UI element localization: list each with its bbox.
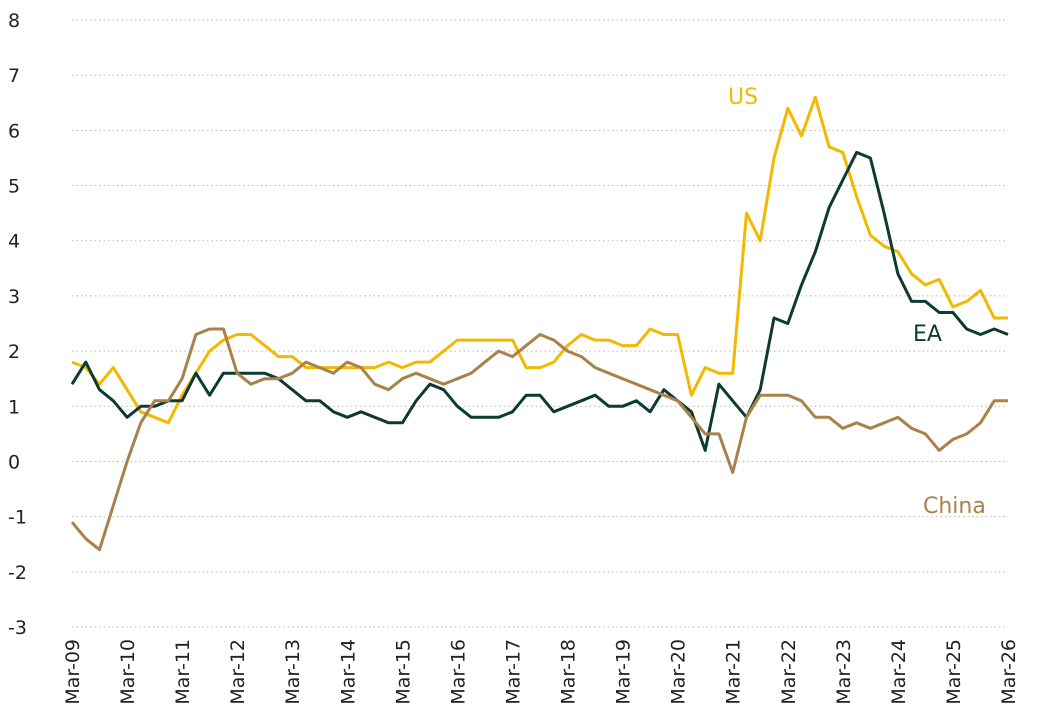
- x-tick-label: Mar-23: [833, 639, 855, 705]
- x-tick-label: Mar-26: [998, 639, 1020, 705]
- y-tick-label: 8: [8, 10, 20, 32]
- y-tick-label: 0: [8, 451, 20, 473]
- x-tick-label: Mar-20: [668, 639, 690, 705]
- x-tick-label: Mar-18: [558, 639, 580, 705]
- y-tick-label: 7: [8, 65, 20, 87]
- y-tick-label: 4: [8, 231, 20, 253]
- x-tick-label: Mar-25: [943, 639, 965, 705]
- y-tick-label: 2: [8, 341, 20, 363]
- x-tick-label: Mar-09: [62, 639, 84, 705]
- x-tick-label: Mar-10: [117, 639, 139, 705]
- y-tick-label: -1: [8, 507, 27, 529]
- series-line: [71, 95, 1008, 425]
- x-tick-label: Mar-17: [502, 639, 524, 705]
- y-tick-label: 6: [8, 120, 20, 142]
- x-tick-label: Mar-14: [337, 639, 359, 705]
- x-tick-label: Mar-19: [613, 639, 635, 705]
- x-tick-label: Mar-13: [282, 639, 304, 705]
- x-tick-label: Mar-22: [778, 639, 800, 705]
- y-tick-label: -3: [8, 617, 27, 639]
- y-tick-label: 5: [8, 176, 20, 198]
- x-tick-label: Mar-16: [447, 639, 469, 705]
- series-line: [70, 150, 1009, 452]
- x-tick-label: Mar-11: [172, 639, 194, 705]
- series-label: China: [923, 494, 986, 519]
- series-label: EA: [913, 322, 942, 347]
- series-label: US: [728, 85, 758, 110]
- x-tick-label: Mar-21: [723, 639, 745, 705]
- x-tick-label: Mar-24: [888, 639, 910, 705]
- x-tick-label: Mar-12: [227, 639, 249, 705]
- y-tick-label: 3: [8, 286, 20, 308]
- y-tick-label: -2: [8, 562, 27, 584]
- y-tick-label: 1: [8, 396, 20, 418]
- series-line: [70, 327, 1008, 552]
- x-tick-label: Mar-15: [392, 639, 414, 705]
